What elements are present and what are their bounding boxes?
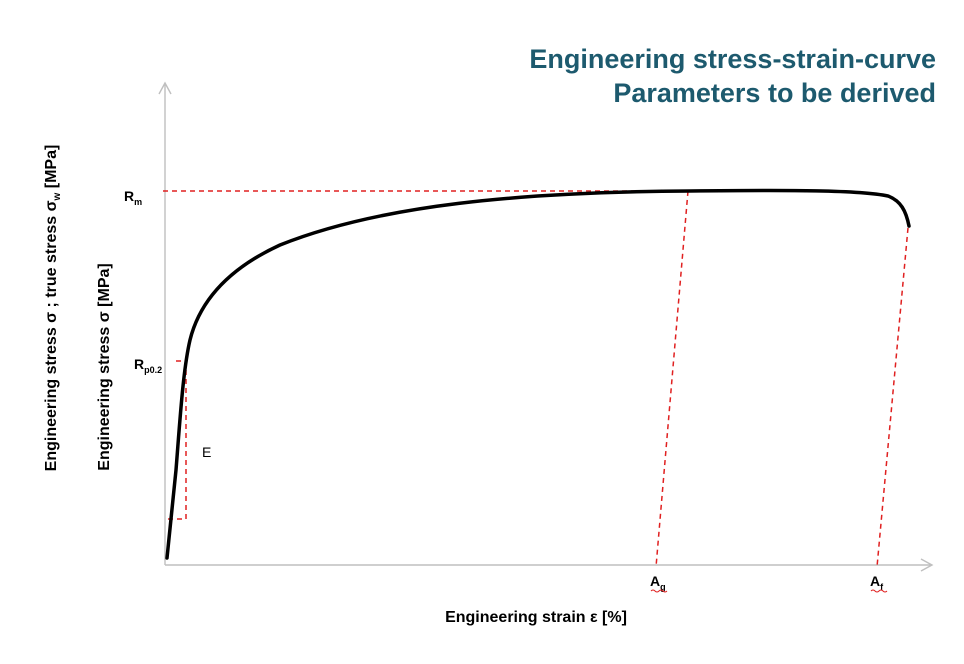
af-guide	[876, 227, 909, 568]
rm-label: Rm	[124, 188, 142, 207]
x-axis-arrow	[920, 558, 934, 572]
ag-spellcheck-underline	[650, 589, 668, 593]
title-line-1: Engineering stress-strain-curve	[529, 44, 936, 74]
af-label: Af	[870, 573, 884, 592]
x-axis-title: Engineering strain ε [%]	[445, 609, 627, 626]
y-axis-arrow	[158, 81, 172, 95]
y-axis-title-outer: Engineering stress σ ; true stress σw [M…	[43, 145, 63, 472]
ag-label: Ag	[650, 573, 666, 592]
title-block: Engineering stress-strain-curve Paramete…	[529, 42, 936, 110]
stress-strain-curve	[165, 188, 911, 560]
rp02-label: Rp0.2	[134, 356, 162, 375]
e-label: E	[202, 444, 211, 460]
af-spellcheck-underline	[870, 589, 888, 593]
y-axis-title-inner: Engineering stress σ [MPa]	[96, 263, 113, 470]
title-line-2: Parameters to be derived	[613, 78, 936, 108]
ag-guide	[655, 190, 689, 568]
axes	[158, 81, 934, 572]
